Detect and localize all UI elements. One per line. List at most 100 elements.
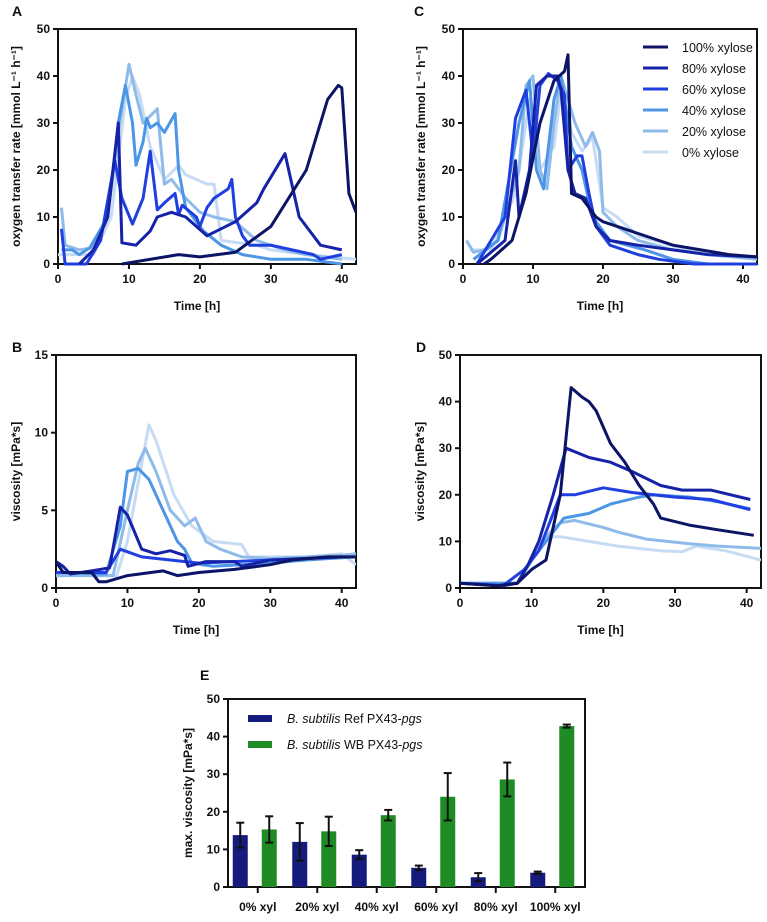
y-tick-label: 40 bbox=[439, 395, 453, 409]
series-line-80-xylose bbox=[78, 121, 343, 266]
legend-swatch bbox=[248, 715, 272, 722]
y-tick-label: 10 bbox=[37, 210, 51, 224]
x-tick-label: 40 bbox=[740, 596, 754, 610]
x-tick-label: 20 bbox=[193, 272, 207, 286]
bar-ref bbox=[530, 872, 546, 887]
legend-label: B. subtilis Ref PX43-pgs bbox=[287, 712, 422, 726]
y-axis-label: oxygen transfer rate [mmol L⁻¹ h⁻¹] bbox=[9, 46, 23, 247]
x-tick-label: 40 bbox=[736, 272, 750, 286]
x-tick-label: 100% xyl bbox=[530, 900, 581, 914]
x-tick-label: 60% xyl bbox=[414, 900, 458, 914]
y-tick-label: 50 bbox=[442, 22, 456, 36]
bar-wb bbox=[440, 796, 456, 887]
x-axis-label: Time [h] bbox=[173, 623, 219, 637]
series-line-60-xylose bbox=[460, 486, 751, 588]
legend-item: B. subtilis Ref PX43-pgs bbox=[248, 712, 422, 726]
legend-item: 20% xylose bbox=[643, 125, 746, 139]
y-tick-label: 30 bbox=[207, 767, 221, 781]
legend-item: 60% xylose bbox=[643, 83, 746, 97]
y-tick-label: 5 bbox=[41, 503, 48, 517]
y-tick-label: 10 bbox=[35, 426, 49, 440]
legend-label: 80% xylose bbox=[682, 62, 746, 76]
x-tick-label: 10 bbox=[525, 596, 539, 610]
legend-item: B. subtilis WB PX43-pgs bbox=[248, 738, 422, 752]
y-tick-label: 10 bbox=[207, 842, 221, 856]
series-line-40-xylose bbox=[460, 493, 751, 585]
y-tick-label: 20 bbox=[442, 163, 456, 177]
legend-label: 20% xylose bbox=[682, 125, 746, 139]
series-line-80-xylose bbox=[460, 446, 751, 588]
bar-wb bbox=[559, 726, 575, 887]
plot-frame bbox=[459, 354, 762, 589]
legend-label: 40% xylose bbox=[682, 104, 746, 118]
x-tick-label: 30 bbox=[264, 272, 278, 286]
plot-frame bbox=[55, 354, 357, 589]
bar-ref bbox=[411, 867, 427, 887]
series-line-0-xylose bbox=[460, 535, 761, 585]
legend-item: 80% xylose bbox=[643, 62, 746, 76]
series-line-100-xylose bbox=[460, 386, 755, 588]
x-tick-label: 30 bbox=[668, 596, 682, 610]
y-tick-label: 30 bbox=[37, 116, 51, 130]
series-line-40-xylose bbox=[61, 83, 342, 266]
x-axis-label: Time [h] bbox=[577, 299, 623, 313]
y-axis-label: viscosity [mPa*s] bbox=[9, 422, 23, 521]
y-tick-label: 40 bbox=[37, 69, 51, 83]
panel-e: E 0 10 20 30 40 50 max. viscosity [mPa*s] 0% xyl… bbox=[181, 667, 586, 914]
x-tick-label: 0 bbox=[457, 596, 464, 610]
x-tick-label: 0 bbox=[55, 272, 62, 286]
legend-label: 0% xylose bbox=[682, 146, 739, 160]
x-tick-label: 0 bbox=[460, 272, 467, 286]
y-tick-label: 50 bbox=[207, 692, 221, 706]
y-tick-label: 50 bbox=[439, 348, 453, 362]
y-tick-label: 50 bbox=[37, 22, 51, 36]
legend-label: B. subtilis WB PX43-pgs bbox=[287, 738, 422, 752]
x-tick-label: 20 bbox=[596, 272, 610, 286]
y-axis-label: oxygen transfer rate [mmol L⁻¹ h⁻¹] bbox=[414, 46, 428, 247]
y-tick-label: 30 bbox=[439, 441, 453, 455]
x-tick-label: 40% xyl bbox=[355, 900, 399, 914]
y-tick-label: 10 bbox=[439, 534, 453, 548]
x-tick-label: 20 bbox=[192, 596, 206, 610]
panel-letter: B bbox=[12, 339, 22, 355]
x-tick-label: 10 bbox=[121, 596, 135, 610]
legend-item: 0% xylose bbox=[643, 146, 739, 160]
x-tick-label: 20% xyl bbox=[295, 900, 339, 914]
y-tick-label: 0 bbox=[41, 581, 48, 595]
x-tick-label: 40 bbox=[335, 596, 349, 610]
plot-frame bbox=[57, 28, 357, 265]
x-tick-label: 10 bbox=[526, 272, 540, 286]
y-axis-label: viscosity [mPa*s] bbox=[413, 422, 427, 521]
y-tick-label: 0 bbox=[213, 880, 220, 894]
x-tick-label: 30 bbox=[264, 596, 278, 610]
legend-label: 100% xylose bbox=[682, 41, 753, 55]
x-tick-label: 30 bbox=[666, 272, 680, 286]
y-tick-label: 30 bbox=[442, 116, 456, 130]
series-line-100-xylose bbox=[121, 83, 356, 266]
series-line-100-xylose bbox=[56, 555, 356, 584]
plot-frame bbox=[462, 28, 758, 265]
x-axis-label: Time [h] bbox=[577, 623, 623, 637]
x-tick-label: 40 bbox=[335, 272, 349, 286]
legend-label: 60% xylose bbox=[682, 83, 746, 97]
y-tick-label: 40 bbox=[442, 69, 456, 83]
y-tick-label: 40 bbox=[207, 730, 221, 744]
y-tick-label: 0 bbox=[445, 581, 452, 595]
panel-c: C 0 10 20 30 40 50 oxygen transfer rate [mmol L… bbox=[414, 3, 758, 313]
y-axis-label: max. viscosity [mPa*s] bbox=[181, 728, 195, 858]
x-tick-label: 0 bbox=[53, 596, 60, 610]
legend-item: 100% xylose bbox=[643, 41, 753, 55]
panel-letter: C bbox=[414, 3, 424, 19]
y-tick-label: 20 bbox=[207, 805, 221, 819]
bar-wb bbox=[380, 815, 396, 887]
y-tick-label: 0 bbox=[448, 257, 455, 271]
x-tick-label: 20 bbox=[597, 596, 611, 610]
bar-ref bbox=[351, 854, 367, 887]
series-line-0-xylose bbox=[56, 423, 356, 578]
legend-swatch bbox=[248, 741, 272, 748]
x-axis-label: Time [h] bbox=[174, 299, 220, 313]
panel-b: B 0 5 10 15 viscosity [mPa*s] 0 10 20 30 40 Time [h… bbox=[9, 339, 357, 637]
x-tick-label: 80% xyl bbox=[474, 900, 518, 914]
series-line-20-xylose bbox=[56, 446, 356, 578]
